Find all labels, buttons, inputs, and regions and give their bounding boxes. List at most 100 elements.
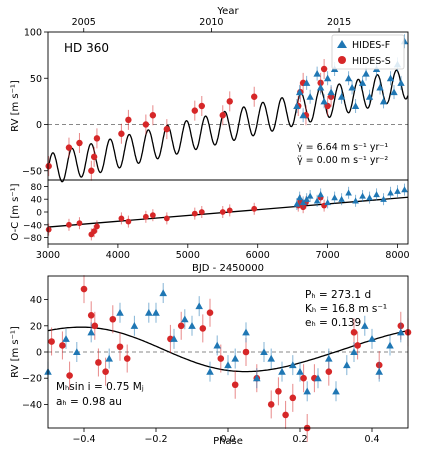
hides-f-residual-point xyxy=(366,194,373,201)
phase-x-tick-label: −0.4 xyxy=(72,434,95,445)
hides-s-residual-point xyxy=(163,215,170,222)
top-year-tick-label: 2005 xyxy=(72,17,96,28)
hides-s-residual-point xyxy=(149,212,156,219)
hides-f-residual-point xyxy=(331,194,338,201)
hides-s-point xyxy=(125,116,132,124)
hides-f-phase-point xyxy=(350,348,358,356)
legend: HIDES-F HIDES-S xyxy=(331,34,405,70)
o-c-y-axis-label: O-C [m s⁻¹] xyxy=(10,183,21,240)
hides-f-residual-point xyxy=(317,191,324,198)
hides-f-residual-point xyxy=(306,192,314,199)
phase-y-tick-label: 0 xyxy=(36,348,42,359)
hides-s-residual-point xyxy=(226,207,233,214)
hides-f-phase-point xyxy=(267,354,275,362)
o-c-x-ticks: 3000 4000 5000 6000 7000 8000 xyxy=(36,244,410,261)
o-c-y-tick-label: 0 xyxy=(36,209,42,219)
hides-f-residual-point xyxy=(380,195,387,202)
rv-y-tick-label: 0 xyxy=(36,120,42,131)
rv-panel-data-group xyxy=(45,34,409,181)
hides-f-point xyxy=(295,88,304,96)
trend-annotation-2: γ̈ = 0.00 m s⁻¹ yr⁻² xyxy=(297,155,388,166)
o-c-x-tick-label: 7000 xyxy=(316,250,340,261)
hides-f-residual-point xyxy=(296,194,303,201)
hides-s-phase-point xyxy=(289,394,297,402)
hides-f-point xyxy=(299,111,307,119)
o-c-x-tick-label: 4000 xyxy=(106,250,130,261)
object-label: HD 360 xyxy=(64,41,109,55)
hides-s-phase-point xyxy=(102,368,109,375)
hides-f-point xyxy=(327,88,335,96)
hides-s-phase-point xyxy=(48,338,55,345)
param-period: Pₕ = 273.1 d xyxy=(305,289,371,301)
hides-s-phase-point xyxy=(123,355,131,362)
phase-data-group xyxy=(44,275,412,442)
hides-s-point xyxy=(149,112,157,119)
hides-s-point xyxy=(45,162,52,170)
hides-s-point xyxy=(88,167,95,174)
hides-f-residual-point xyxy=(352,197,359,204)
hides-f-phase-point xyxy=(332,387,340,395)
hides-f-point xyxy=(337,93,346,100)
trend-annotation-1: γ̇ = 6.64 m s⁻¹ yr⁻¹ xyxy=(297,142,388,153)
hides-s-phase-point xyxy=(242,348,250,356)
hides-f-phase-point xyxy=(159,289,167,297)
hides-s-point xyxy=(76,139,83,147)
hides-f-phase-point xyxy=(181,315,189,323)
hides-s-phase-point xyxy=(177,322,185,330)
param-semimajor-axis: aₕ = 0.98 au xyxy=(56,396,122,408)
phase-folded-panel: −0.4 −0.2 0.0 0.2 0.4 −40 −20 0 20 40 RV [m s⁻¹]… xyxy=(10,275,412,447)
hides-f-residual-point xyxy=(338,195,345,202)
rv-panel-model-group xyxy=(47,69,409,183)
o-c-panel: 3000 4000 5000 6000 7000 8000 −80 −40 0 40 80 O-C… xyxy=(10,179,410,274)
hides-f-residual-point xyxy=(313,197,321,204)
phase-y-tick-label: 20 xyxy=(30,321,42,332)
hides-f-phase-point xyxy=(152,308,160,316)
hides-f-point xyxy=(358,79,367,86)
legend-label-hides-f: HIDES-F xyxy=(352,40,390,51)
hides-s-phase-point xyxy=(199,325,207,332)
hides-f-phase-point xyxy=(170,335,178,342)
hides-s-residual-point xyxy=(251,205,258,212)
hides-f-point xyxy=(379,97,388,105)
hides-s-phase-point xyxy=(267,401,275,408)
rv-y-tick-label: −50 xyxy=(22,166,42,177)
phase-y-tick-label: −20 xyxy=(22,374,42,385)
hides-s-phase-point xyxy=(275,388,282,395)
hides-f-point xyxy=(397,79,405,86)
hides-f-residual-point xyxy=(387,189,394,196)
rv-time-series-panel: 2005 2010 2015 −50 0 50 100 Year HD 360 RV [m… xyxy=(10,6,409,183)
hides-s-point xyxy=(226,98,233,105)
hides-f-phase-point xyxy=(213,341,221,349)
hides-f-point xyxy=(320,97,328,105)
phase-y-ticks: −40 −20 0 20 40 xyxy=(22,295,48,411)
hides-f-point xyxy=(313,69,321,77)
hides-f-phase-point xyxy=(62,335,70,342)
hides-s-phase-point xyxy=(66,372,73,379)
rv-y-tick-label: 100 xyxy=(24,28,42,39)
o-c-x-tick-label: 5000 xyxy=(176,250,200,261)
hides-s-phase-point xyxy=(354,342,361,349)
hides-s-phase-point xyxy=(300,374,307,382)
hides-s-point xyxy=(251,93,258,100)
hides-s-phase-point xyxy=(109,315,117,323)
hides-f-phase-point xyxy=(130,321,139,329)
hides-s-residual-point xyxy=(191,210,198,217)
phase-y-tick-label: 40 xyxy=(30,295,42,306)
hides-f-phase-point xyxy=(325,354,333,362)
o-c-y-tick-label: 40 xyxy=(31,196,43,206)
param-semi-amplitude: Kₕ = 16.8 m s⁻¹ xyxy=(305,303,387,315)
legend-label-hides-s: HIDES-S xyxy=(352,56,391,67)
hides-f-phase-point xyxy=(188,321,196,329)
top-year-tick-label: 2015 xyxy=(327,17,351,28)
o-c-y-ticks: −80 −40 0 40 80 xyxy=(23,183,48,244)
hides-f-phase-point xyxy=(368,335,376,342)
hides-f-phase-point xyxy=(260,348,268,356)
hides-f-residual-point xyxy=(401,186,408,193)
hides-f-point xyxy=(376,83,384,91)
hides-f-phase-point xyxy=(231,354,239,362)
hides-f-phase-point xyxy=(314,374,322,382)
hides-f-phase-point xyxy=(105,354,113,362)
hides-f-phase-point xyxy=(116,308,124,316)
hides-f-phase-point xyxy=(343,361,351,369)
hides-s-phase-point xyxy=(91,322,99,330)
